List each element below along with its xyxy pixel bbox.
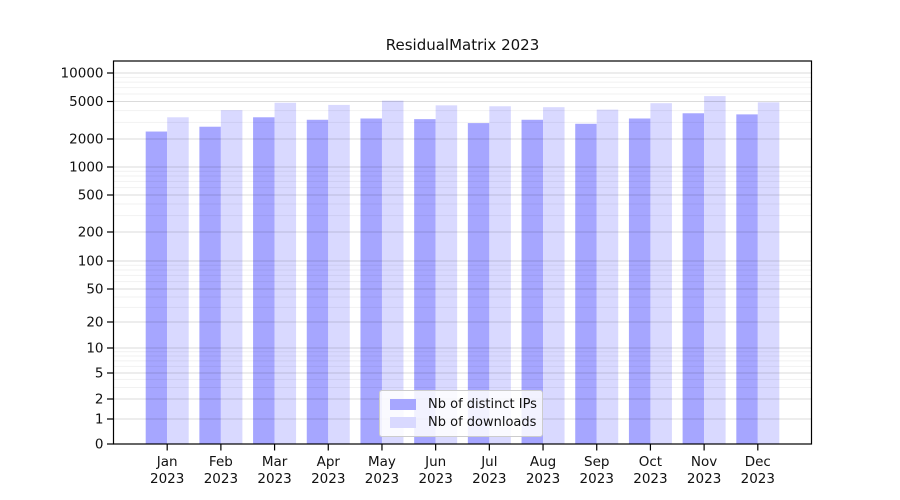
y-tick-label-1000: 1000 — [69, 160, 103, 176]
bar-downloads-dec — [757, 102, 780, 444]
x-tick-label-jun: Jun — [424, 454, 446, 470]
x-tick-label-may: May — [368, 454, 396, 470]
y-tick-label-2: 2 — [95, 392, 104, 408]
x-tick-label-year-sep: 2023 — [580, 471, 614, 487]
x-tick-label-feb: Feb — [209, 454, 233, 470]
bar-distinct-ips-may — [360, 118, 382, 444]
y-tick-label-5000: 5000 — [69, 94, 103, 110]
y-tick-label-5: 5 — [95, 366, 104, 382]
x-tick-label-year-dec: 2023 — [741, 471, 775, 487]
x-tick-label-mar: Mar — [262, 454, 288, 470]
bar-downloads-jun — [435, 105, 458, 445]
bar-downloads-aug — [543, 107, 565, 444]
legend-label-downloads: Nb of downloads — [428, 415, 537, 430]
x-tick-label-apr: Apr — [317, 454, 341, 470]
plot-frame — [112, 60, 813, 445]
x-tick-label-aug: Aug — [530, 454, 556, 470]
bar-distinct-ips-sep — [575, 123, 597, 445]
chart-title: ResidualMatrix 2023 — [385, 36, 540, 54]
bar-downloads-sep — [596, 109, 619, 445]
y-tick-label-500: 500 — [78, 188, 104, 204]
x-tick-label-year-oct: 2023 — [633, 471, 667, 487]
legend-swatch-distinct-ips — [390, 399, 416, 410]
x-tick-label-year-mar: 2023 — [257, 471, 291, 487]
bar-distinct-ips-apr — [306, 119, 329, 445]
x-tick-label-oct: Oct — [639, 454, 662, 470]
x-tick-label-nov: Nov — [691, 454, 717, 470]
bar-downloads-jul — [489, 106, 511, 444]
x-tick-label-year-feb: 2023 — [204, 471, 238, 487]
bar-downloads-feb — [220, 110, 243, 445]
x-tick-label-dec: Dec — [745, 454, 771, 470]
x-tick-label-year-nov: 2023 — [687, 471, 721, 487]
y-tick-label-1: 1 — [95, 412, 104, 428]
legend-label-distinct-ips: Nb of distinct IPs — [428, 397, 537, 412]
y-tick-label-100: 100 — [78, 254, 104, 270]
bar-distinct-ips-jan — [145, 131, 168, 444]
legend-item-distinct-ips: Nb of distinct IPs — [390, 397, 537, 412]
bar-downloads-jan — [167, 117, 189, 445]
y-tick-label-50: 50 — [86, 282, 103, 298]
legend: Nb of distinct IPs Nb of downloads — [379, 390, 543, 437]
bar-downloads-nov — [704, 96, 726, 444]
y-tick-label-0: 0 — [95, 437, 104, 453]
y-tick-label-10000: 10000 — [61, 66, 104, 82]
y-tick-label-20: 20 — [86, 315, 103, 331]
bar-distinct-ips-oct — [628, 118, 651, 444]
y-tick-label-10: 10 — [86, 341, 103, 357]
x-tick-label-sep: Sep — [584, 454, 609, 470]
x-tick-label-year-jul: 2023 — [472, 471, 506, 487]
x-tick-label-year-apr: 2023 — [311, 471, 345, 487]
x-tick-label-jul: Jul — [480, 454, 497, 470]
bar-downloads-oct — [650, 103, 672, 444]
legend-item-downloads: Nb of downloads — [390, 415, 537, 430]
y-tick-label-2000: 2000 — [69, 132, 103, 148]
y-tick-label-200: 200 — [78, 225, 104, 241]
x-tick-label-year-jan: 2023 — [150, 471, 184, 487]
x-tick-label-jan: Jan — [156, 454, 178, 470]
bar-distinct-ips-nov — [682, 113, 705, 444]
bar-downloads-may — [381, 100, 404, 444]
bar-distinct-ips-jun — [414, 119, 436, 445]
bar-distinct-ips-feb — [199, 126, 221, 444]
x-tick-label-year-jun: 2023 — [418, 471, 452, 487]
x-tick-label-year-may: 2023 — [365, 471, 399, 487]
bar-downloads-mar — [274, 102, 297, 444]
bar-distinct-ips-jul — [467, 123, 490, 444]
bar-downloads-apr — [328, 104, 350, 444]
bar-distinct-ips-dec — [736, 114, 758, 444]
x-tick-label-year-aug: 2023 — [526, 471, 560, 487]
legend-swatch-downloads — [390, 417, 416, 428]
bar-distinct-ips-aug — [521, 119, 544, 445]
bar-distinct-ips-mar — [253, 117, 275, 445]
